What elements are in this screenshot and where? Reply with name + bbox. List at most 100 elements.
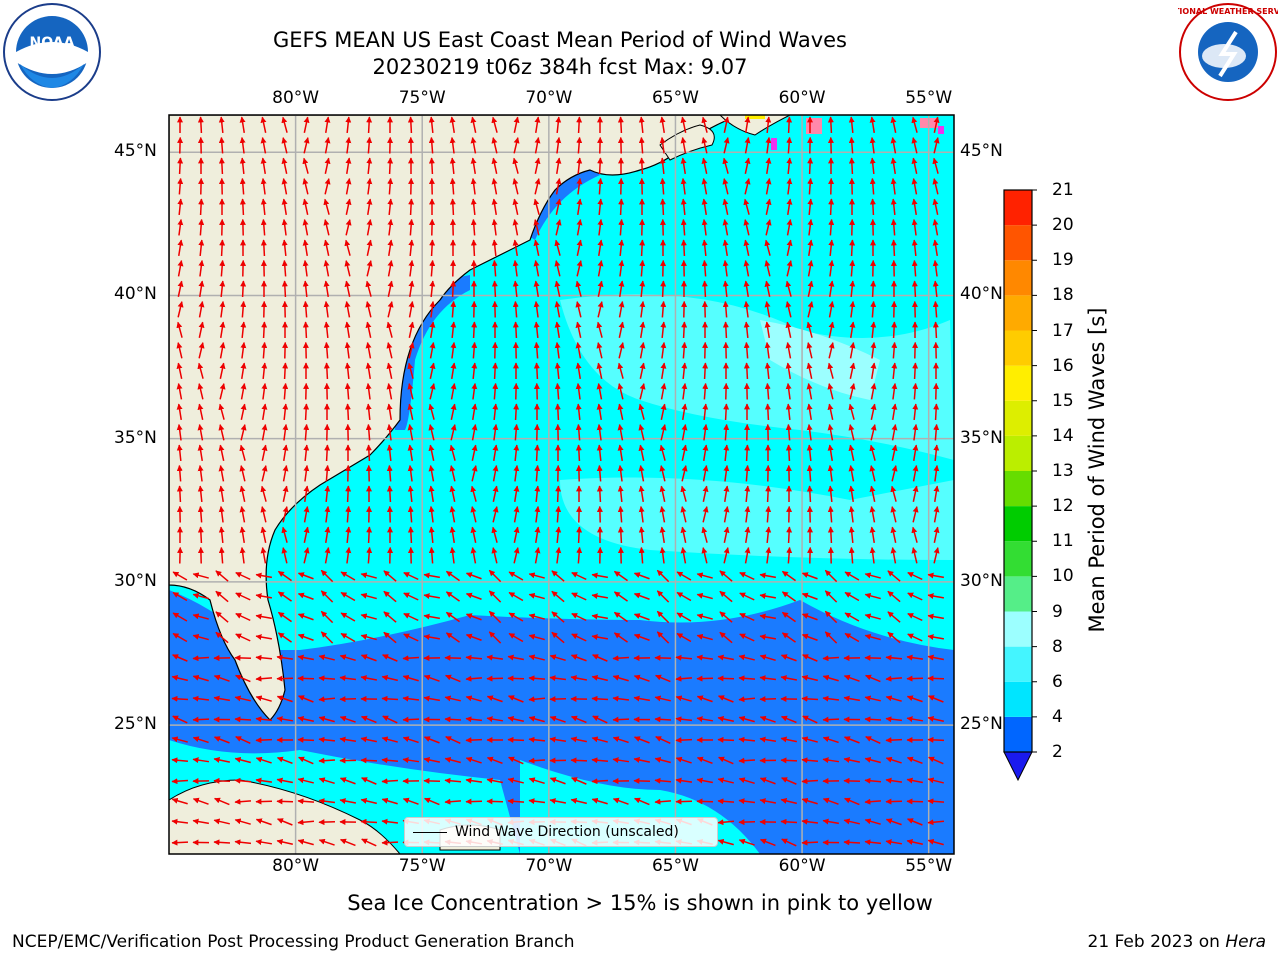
wave-direction-arrow	[533, 219, 540, 236]
wave-direction-arrow	[843, 777, 861, 784]
wave-direction-arrow	[177, 260, 184, 277]
wave-direction-arrow	[512, 239, 519, 257]
wave-direction-arrow	[176, 403, 183, 421]
wave-direction-arrow	[738, 654, 755, 661]
wave-direction-arrow	[345, 219, 352, 236]
wave-direction-arrow	[360, 736, 377, 743]
wave-direction-arrow	[171, 736, 188, 743]
wave-direction-arrow	[192, 655, 210, 662]
colorbar-tick-label: 12	[1052, 496, 1074, 517]
wave-direction-arrow	[701, 157, 708, 174]
wave-direction-arrow	[239, 526, 246, 544]
wave-direction-arrow	[470, 526, 477, 543]
wave-direction-arrow	[912, 382, 919, 400]
wave-direction-arrow	[597, 157, 604, 175]
wave-direction-arrow	[551, 590, 565, 603]
noaa-logo: NOAA	[3, 3, 101, 101]
wave-direction-arrow	[177, 157, 184, 175]
wave-direction-arrow	[344, 362, 351, 380]
wave-direction-arrow	[576, 136, 583, 154]
wave-direction-arrow	[508, 756, 524, 765]
wave-direction-arrow	[303, 403, 310, 421]
wave-direction-arrow	[235, 674, 251, 683]
wave-direction-arrow	[864, 613, 881, 620]
footer-date: 21 Feb 2023 on Hera	[1088, 932, 1266, 952]
wave-direction-arrow	[743, 362, 750, 380]
wave-direction-arrow	[365, 280, 372, 297]
wave-direction-arrow	[675, 756, 692, 764]
wave-direction-arrow	[470, 506, 477, 523]
wave-direction-arrow	[744, 178, 751, 195]
wave-direction-arrow	[281, 157, 288, 174]
wave-direction-arrow	[870, 383, 877, 400]
wave-direction-arrow	[822, 695, 840, 702]
wave-direction-arrow	[219, 383, 226, 400]
colorbar-tick-label: 16	[1052, 355, 1074, 376]
wave-direction-arrow	[197, 116, 204, 134]
wave-direction-arrow	[528, 633, 545, 641]
wave-direction-arrow	[885, 756, 902, 764]
wave-direction-arrow	[176, 423, 183, 441]
wave-direction-arrow	[428, 157, 435, 175]
wave-direction-arrow	[738, 757, 756, 764]
lat-label-left: 30°N	[114, 570, 157, 591]
wave-direction-arrow	[887, 570, 901, 582]
wave-direction-arrow	[660, 300, 667, 318]
wave-direction-arrow	[738, 696, 756, 703]
wave-direction-arrow	[723, 423, 730, 441]
wave-direction-arrow	[450, 280, 457, 298]
wave-direction-arrow	[255, 716, 273, 723]
wave-direction-arrow	[429, 300, 436, 318]
wave-direction-arrow	[702, 423, 709, 441]
wave-direction-arrow	[618, 342, 625, 359]
wave-direction-arrow	[659, 177, 666, 195]
wave-direction-arrow	[465, 777, 483, 784]
sea-ice-patch	[806, 118, 822, 134]
wave-direction-arrow	[744, 526, 751, 544]
wave-direction-arrow	[786, 116, 793, 134]
wave-direction-arrow	[911, 259, 918, 277]
lat-label-left: 45°N	[114, 141, 157, 162]
wave-direction-arrow	[344, 403, 351, 421]
wave-direction-arrow	[656, 631, 670, 644]
wave-direction-arrow	[701, 137, 708, 154]
wave-direction-arrow	[660, 321, 667, 339]
wave-direction-arrow	[807, 198, 814, 216]
wave-direction-arrow	[218, 485, 225, 503]
wave-direction-arrow	[492, 506, 499, 523]
wave-direction-arrow	[869, 526, 876, 544]
wave-direction-arrow	[323, 239, 330, 256]
wave-direction-arrow	[197, 444, 204, 462]
wave-direction-arrow	[864, 756, 881, 764]
wave-direction-arrow	[512, 198, 519, 215]
wave-direction-arrow	[192, 592, 209, 600]
wave-direction-arrow	[508, 695, 524, 703]
wave-direction-arrow	[911, 526, 918, 543]
wave-direction-arrow	[429, 383, 436, 400]
wave-direction-arrow	[828, 321, 835, 338]
wave-direction-arrow	[213, 736, 230, 744]
wave-direction-arrow	[528, 715, 545, 723]
wave-direction-arrow	[240, 403, 247, 420]
wave-direction-arrow	[765, 178, 772, 195]
wave-direction-arrow	[870, 300, 877, 318]
wave-direction-arrow	[639, 321, 646, 339]
wave-direction-arrow	[218, 546, 225, 564]
wave-direction-arrow	[219, 362, 226, 379]
wave-direction-arrow	[218, 444, 225, 461]
wave-direction-arrow	[386, 464, 393, 482]
wave-direction-arrow	[807, 301, 814, 318]
wave-direction-arrow	[492, 444, 499, 462]
wave-direction-arrow	[302, 321, 309, 339]
wave-direction-arrow	[260, 547, 267, 564]
wave-direction-arrow	[765, 526, 772, 544]
wave-direction-arrow	[738, 736, 756, 743]
period-zone-8-9	[760, 320, 880, 400]
wave-direction-arrow	[869, 465, 876, 482]
wave-direction-arrow	[444, 777, 462, 784]
wave-direction-arrow	[449, 198, 456, 216]
wave-direction-arrow	[891, 444, 898, 461]
wave-direction-arrow	[891, 465, 898, 482]
wave-direction-arrow	[933, 116, 940, 133]
wave-direction-arrow	[344, 301, 351, 318]
